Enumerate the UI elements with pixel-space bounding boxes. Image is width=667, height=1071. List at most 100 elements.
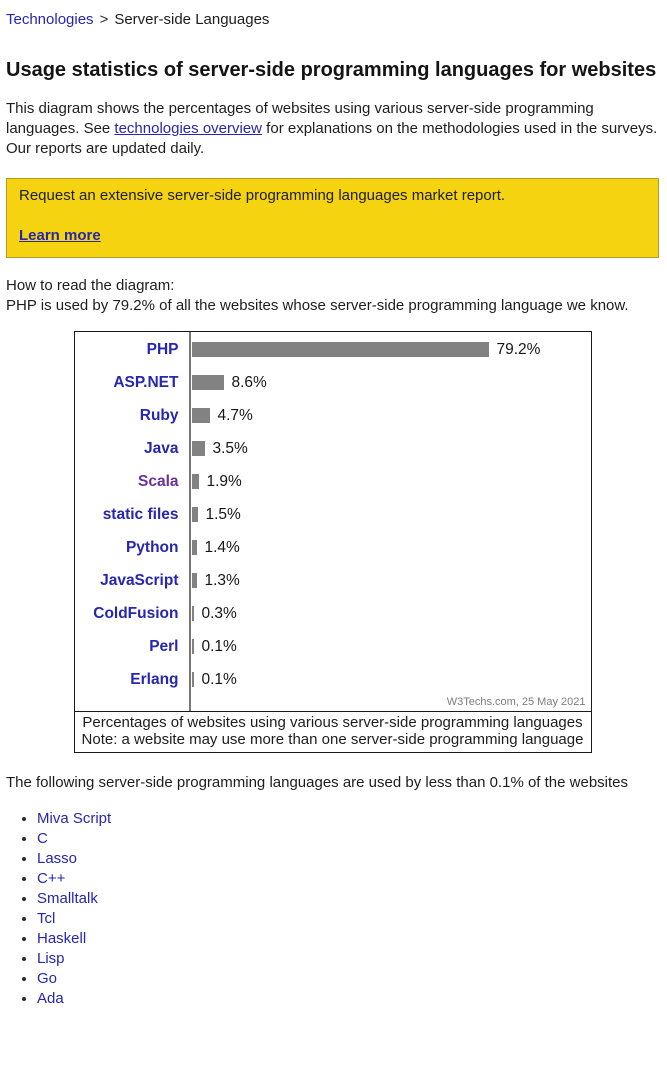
bar — [191, 540, 197, 555]
breadcrumb-separator: > — [99, 11, 109, 28]
bar — [191, 474, 199, 489]
bar-value: 4.7% — [217, 406, 253, 424]
language-link[interactable]: Lisp — [37, 950, 65, 967]
market-report-banner: Request an extensive server-side program… — [6, 178, 659, 258]
bar-label-link[interactable]: Scala — [137, 473, 179, 490]
bar-wrap: 1.3% — [191, 564, 589, 597]
chart-plot-area: PHP 79.2% ASP.NET 8.6% Ruby 4.7% Java 3.… — [75, 332, 591, 711]
breadcrumb-current: Server-side Languages — [114, 11, 270, 28]
list-item: C++ — [37, 869, 659, 889]
bar — [191, 573, 197, 588]
bar-value: 0.1% — [201, 670, 237, 688]
chart-row: Java 3.5% — [75, 432, 591, 465]
how-to-read-line1: How to read the diagram: — [6, 277, 175, 294]
bar-label-link[interactable]: Ruby — [139, 407, 179, 424]
list-item: Lasso — [37, 849, 659, 869]
bar-value: 0.3% — [201, 604, 237, 622]
intro-text-before: This diagram shows the percentages of we… — [6, 100, 594, 137]
bar — [191, 342, 489, 357]
language-link[interactable]: Haskell — [37, 930, 87, 947]
bar-label-link[interactable]: Erlang — [130, 671, 179, 688]
bar-wrap: 3.5% — [191, 432, 589, 465]
list-item: Ada — [37, 989, 659, 1009]
banner-text: Request an extensive server-side program… — [19, 187, 506, 204]
language-link[interactable]: Tcl — [37, 910, 56, 927]
bar-wrap: 1.4% — [191, 531, 589, 564]
bar-wrap: 0.1% — [191, 630, 589, 663]
bar — [191, 507, 198, 522]
bar-value: 1.5% — [205, 505, 241, 523]
breadcrumb-technologies-link[interactable]: Technologies — [6, 11, 94, 28]
chart-row: ColdFusion 0.3% — [75, 597, 591, 630]
bar — [191, 441, 205, 456]
chart-row: ASP.NET 8.6% — [75, 366, 591, 399]
intro-paragraph: This diagram shows the percentages of we… — [6, 99, 659, 159]
chart-row: JavaScript 1.3% — [75, 564, 591, 597]
bar-label-link[interactable]: Perl — [149, 638, 179, 655]
below-chart-text: The following server-side programming la… — [6, 774, 629, 791]
breadcrumb: Technologies > Server-side Languages — [6, 10, 659, 30]
bar — [191, 639, 194, 654]
chart-row: Perl 0.1% — [75, 630, 591, 663]
list-item: Go — [37, 969, 659, 989]
bar-wrap: 0.3% — [191, 597, 589, 630]
list-item: Smalltalk — [37, 889, 659, 909]
bar-value: 79.2% — [496, 340, 541, 358]
list-item: Haskell — [37, 929, 659, 949]
bar-wrap: 1.5% — [191, 498, 589, 531]
bar-wrap: 8.6% — [191, 366, 589, 399]
how-to-read-block: How to read the diagram: PHP is used by 7… — [6, 276, 659, 316]
bar-label-link[interactable]: PHP — [146, 341, 179, 358]
bar-wrap: 0.1% — [191, 663, 589, 696]
chart-caption: Percentages of websites using various se… — [74, 711, 591, 752]
watermark: W3Techs.com, 25 May 2021 — [446, 696, 586, 708]
bar-value: 1.4% — [204, 538, 240, 556]
list-item: Lisp — [37, 949, 659, 969]
language-link[interactable]: C++ — [37, 870, 66, 887]
bar — [191, 408, 210, 423]
chart-axis — [188, 332, 191, 711]
language-link[interactable]: Smalltalk — [37, 890, 98, 907]
technologies-overview-link[interactable]: technologies overview — [114, 120, 263, 137]
list-item: C — [37, 829, 659, 849]
caption-line1: Percentages of websites using various se… — [82, 714, 583, 731]
chart-row: Python 1.4% — [75, 531, 591, 564]
language-link[interactable]: Lasso — [37, 850, 78, 867]
usage-chart: PHP 79.2% ASP.NET 8.6% Ruby 4.7% Java 3.… — [73, 331, 592, 753]
bar-label-link[interactable]: JavaScript — [100, 572, 179, 589]
bar-label-link[interactable]: ASP.NET — [113, 374, 179, 391]
caption-line2: Note: a website may use more than one se… — [81, 731, 584, 748]
bar — [191, 672, 194, 687]
language-link[interactable]: Ada — [37, 990, 64, 1007]
bar-value: 8.6% — [231, 373, 267, 391]
page-title: Usage statistics of server-side programm… — [6, 59, 657, 81]
bar — [191, 606, 194, 621]
bar-wrap: 4.7% — [191, 399, 589, 432]
bar-value: 1.9% — [206, 472, 242, 490]
intro-text-after: for explanations on the methodologies us… — [6, 120, 658, 157]
language-link[interactable]: C — [37, 830, 48, 847]
chart-row: Erlang 0.1% — [75, 663, 591, 696]
bar-label-link[interactable]: Python — [125, 539, 179, 556]
bar-label-link[interactable]: static files — [102, 506, 179, 523]
language-link[interactable]: Go — [37, 970, 58, 987]
list-item: Tcl — [37, 909, 659, 929]
chart-row: Scala 1.9% — [75, 465, 591, 498]
chart-row: static files 1.5% — [75, 498, 591, 531]
bar-value: 1.3% — [204, 571, 240, 589]
list-item: Miva Script — [37, 809, 659, 829]
how-to-read-line2: PHP is used by 79.2% of all the websites… — [6, 297, 629, 314]
chart-row: Ruby 4.7% — [75, 399, 591, 432]
bar-value: 0.1% — [201, 637, 237, 655]
minor-languages-list: Miva Script C Lasso C++ Smalltalk Tcl Ha… — [6, 809, 659, 1009]
learn-more-link[interactable]: Learn more — [19, 227, 101, 244]
bar-label-link[interactable]: Java — [144, 440, 179, 457]
chart-row: PHP 79.2% — [75, 333, 591, 366]
chart-rows: PHP 79.2% ASP.NET 8.6% Ruby 4.7% Java 3.… — [75, 333, 591, 696]
language-link[interactable]: Miva Script — [37, 810, 112, 827]
bar-wrap: 1.9% — [191, 465, 589, 498]
bar — [191, 375, 224, 390]
bar-label-link[interactable]: ColdFusion — [93, 605, 179, 622]
bar-wrap: 79.2% — [191, 333, 589, 366]
bar-value: 3.5% — [212, 439, 248, 457]
